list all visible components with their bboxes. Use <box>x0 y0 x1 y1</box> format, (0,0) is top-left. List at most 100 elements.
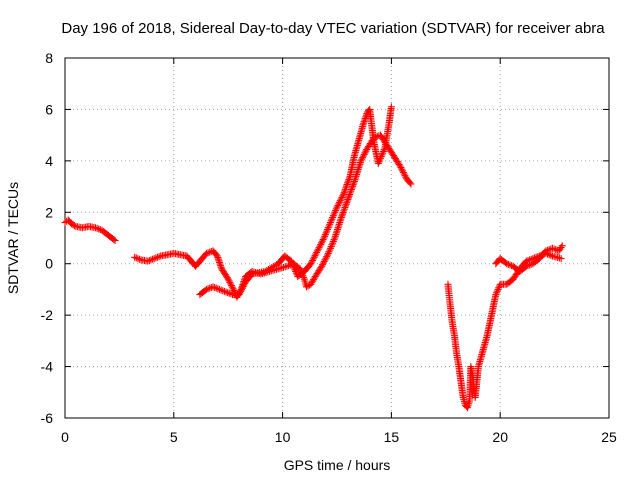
data-point <box>145 257 153 264</box>
y-tick-label: -6 <box>41 410 54 426</box>
data-point <box>338 194 346 201</box>
data-point <box>318 237 326 245</box>
data-point <box>335 200 343 208</box>
data-point <box>204 249 212 257</box>
data-point <box>397 164 405 172</box>
data-point <box>345 176 353 184</box>
data-point <box>311 252 319 260</box>
data-point <box>329 239 337 247</box>
data-point <box>333 203 341 211</box>
data-point <box>95 225 103 233</box>
data-point <box>289 261 297 269</box>
data-point <box>325 222 333 230</box>
data-point <box>110 236 118 244</box>
data-point <box>399 168 407 176</box>
data-point <box>209 283 217 291</box>
data-point <box>288 259 296 267</box>
y-tick-label: -4 <box>41 359 54 375</box>
data-point <box>212 284 220 292</box>
data-point <box>345 174 353 182</box>
data-point <box>325 248 333 256</box>
x-tick-label: 10 <box>275 429 291 445</box>
data-point <box>247 271 255 279</box>
data-point <box>70 222 78 230</box>
data-point <box>379 147 387 155</box>
y-tick-label: -2 <box>41 307 54 323</box>
data-point <box>219 287 227 295</box>
x-tick-label: 5 <box>170 429 178 445</box>
data-point <box>344 194 352 202</box>
data-point <box>322 229 330 237</box>
data-point <box>307 280 315 288</box>
data-point <box>313 248 321 256</box>
data-point <box>283 262 291 270</box>
data-point <box>328 241 336 249</box>
x-axis-label: GPS time / hours <box>284 457 391 473</box>
data-point <box>317 239 325 247</box>
data-point <box>239 283 247 291</box>
data-point <box>310 253 318 261</box>
data-point <box>330 236 338 244</box>
data-point <box>380 146 388 154</box>
data-point <box>307 260 315 268</box>
data-point <box>300 273 308 281</box>
data-point <box>201 286 209 294</box>
data-point <box>323 227 331 235</box>
data-point <box>362 147 370 155</box>
data-point <box>350 179 358 187</box>
data-point <box>69 221 77 229</box>
data-point <box>558 242 566 250</box>
x-tick-label: 15 <box>384 429 400 445</box>
data-point <box>341 185 349 193</box>
data-point <box>214 285 222 293</box>
data-point <box>349 181 357 189</box>
data-point <box>304 282 312 290</box>
data-point <box>343 199 351 207</box>
data-point <box>308 279 316 287</box>
data-point <box>227 280 235 288</box>
data-point <box>202 285 210 293</box>
data-point <box>238 286 246 294</box>
data-point <box>344 179 352 187</box>
data-point <box>377 153 385 161</box>
data-point <box>149 255 157 263</box>
data-point <box>320 234 328 242</box>
series-3 <box>196 103 395 299</box>
data-point <box>321 231 329 239</box>
data-point <box>312 250 320 258</box>
data-point <box>340 207 348 215</box>
data-point <box>317 264 325 272</box>
data-point <box>235 291 243 299</box>
data-point <box>332 205 340 213</box>
data-point <box>319 236 327 244</box>
data-point <box>316 242 324 250</box>
y-tick-label: 4 <box>45 153 53 169</box>
data-point <box>406 179 414 187</box>
data-point <box>339 210 347 218</box>
data-point <box>290 264 298 272</box>
y-axis-label: SDTVAR / TECUs <box>5 182 21 294</box>
data-point <box>378 151 386 159</box>
data-point <box>131 253 139 261</box>
data-point <box>309 257 317 264</box>
data-point <box>144 257 152 265</box>
data-point <box>379 149 387 157</box>
data-point <box>136 255 144 263</box>
data-point <box>545 246 553 254</box>
data-point <box>344 177 352 185</box>
data-point <box>147 256 155 264</box>
data-point <box>542 247 550 255</box>
data-point <box>309 255 317 263</box>
data-point <box>321 232 329 240</box>
data-point <box>503 260 511 268</box>
data-point <box>323 251 331 259</box>
data-point <box>495 284 503 292</box>
data-point <box>363 146 371 154</box>
y-tick-label: 8 <box>45 50 53 66</box>
data-point <box>314 245 322 253</box>
data-point <box>346 189 354 197</box>
data-point <box>224 289 232 297</box>
data-point <box>326 219 334 227</box>
plot-frame <box>64 57 610 419</box>
